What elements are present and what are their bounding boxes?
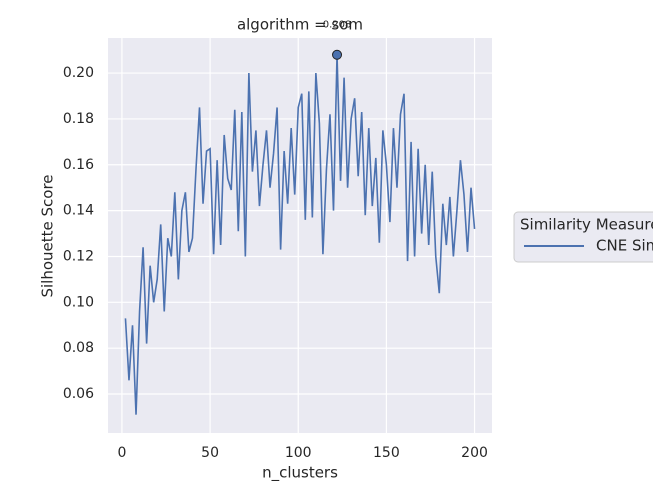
x-tick-label: 200: [461, 445, 488, 461]
y-tick-label: 0.08: [63, 340, 94, 356]
y-tick-label: 0.14: [63, 203, 94, 219]
y-tick-label: 0.18: [63, 111, 94, 127]
legend-box: [513, 211, 653, 263]
y-tick-label: 0.06: [63, 386, 94, 402]
x-tick-label: 150: [373, 445, 400, 461]
x-tick-label: 100: [285, 445, 312, 461]
chart-title: algorithm = som: [237, 16, 363, 34]
annotation-label: 0.208: [323, 20, 352, 31]
y-tick-label: 0.12: [63, 248, 94, 264]
data-line: [124, 54, 476, 415]
y-tick-label: 0.20: [63, 65, 94, 81]
x-tick-label: 0: [117, 445, 126, 461]
y-axis-label: Silhouette Score: [39, 174, 57, 297]
legend-label: CNE Sim: [596, 237, 653, 255]
x-tick-label: 50: [201, 445, 219, 461]
annotation-marker: [332, 49, 343, 60]
y-tick-label: 0.10: [63, 294, 94, 310]
x-axis-label: n_clusters: [262, 464, 338, 483]
legend-title: Similarity Measure: [520, 216, 653, 234]
y-tick-label: 0.16: [63, 157, 94, 173]
